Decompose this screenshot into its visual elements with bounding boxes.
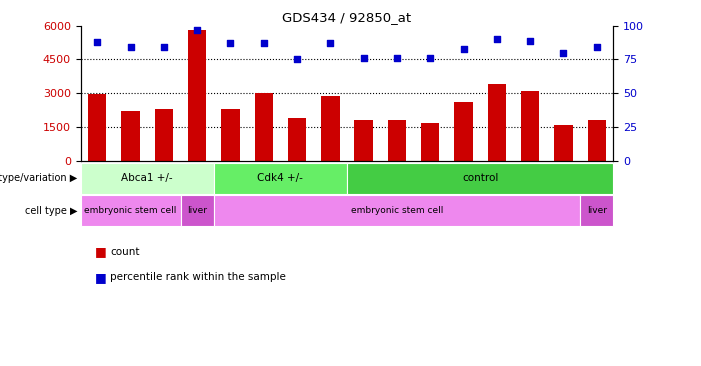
Text: Cdk4 +/-: Cdk4 +/- bbox=[257, 173, 304, 183]
Bar bbox=[587, 120, 606, 161]
Text: cell type ▶: cell type ▶ bbox=[25, 206, 77, 216]
Text: Abca1 +/-: Abca1 +/- bbox=[121, 173, 173, 183]
Point bbox=[458, 46, 469, 52]
Point bbox=[558, 50, 569, 56]
Bar bbox=[521, 91, 539, 161]
Point bbox=[491, 36, 503, 42]
Point bbox=[391, 55, 402, 61]
Point bbox=[158, 44, 170, 50]
Bar bbox=[421, 123, 440, 161]
Text: percentile rank within the sample: percentile rank within the sample bbox=[110, 272, 286, 283]
Point bbox=[524, 38, 536, 44]
Text: genotype/variation ▶: genotype/variation ▶ bbox=[0, 173, 77, 183]
Bar bbox=[88, 94, 107, 161]
Title: GDS434 / 92850_at: GDS434 / 92850_at bbox=[283, 11, 411, 25]
Point bbox=[591, 44, 602, 50]
Text: control: control bbox=[462, 173, 498, 183]
Text: liver: liver bbox=[187, 206, 207, 215]
Bar bbox=[254, 93, 273, 161]
Bar bbox=[222, 109, 240, 161]
Bar bbox=[454, 102, 472, 161]
Text: ■: ■ bbox=[95, 245, 107, 258]
Bar bbox=[488, 84, 506, 161]
Text: embryonic stem cell: embryonic stem cell bbox=[350, 206, 443, 215]
Text: count: count bbox=[110, 247, 139, 257]
Bar bbox=[121, 111, 139, 161]
Text: ■: ■ bbox=[95, 271, 107, 284]
Point bbox=[292, 57, 303, 63]
Text: liver: liver bbox=[587, 206, 607, 215]
Bar bbox=[288, 118, 306, 161]
Bar bbox=[155, 109, 173, 161]
Point bbox=[425, 55, 436, 61]
Bar bbox=[355, 120, 373, 161]
Point bbox=[258, 40, 269, 46]
Point bbox=[125, 44, 136, 50]
Bar bbox=[188, 30, 206, 161]
Point bbox=[191, 27, 203, 33]
Bar bbox=[554, 125, 573, 161]
Bar bbox=[321, 96, 339, 161]
Point bbox=[225, 40, 236, 46]
Text: embryonic stem cell: embryonic stem cell bbox=[84, 206, 177, 215]
Point bbox=[92, 39, 103, 45]
Point bbox=[358, 55, 369, 61]
Bar bbox=[388, 120, 406, 161]
Point bbox=[325, 40, 336, 46]
